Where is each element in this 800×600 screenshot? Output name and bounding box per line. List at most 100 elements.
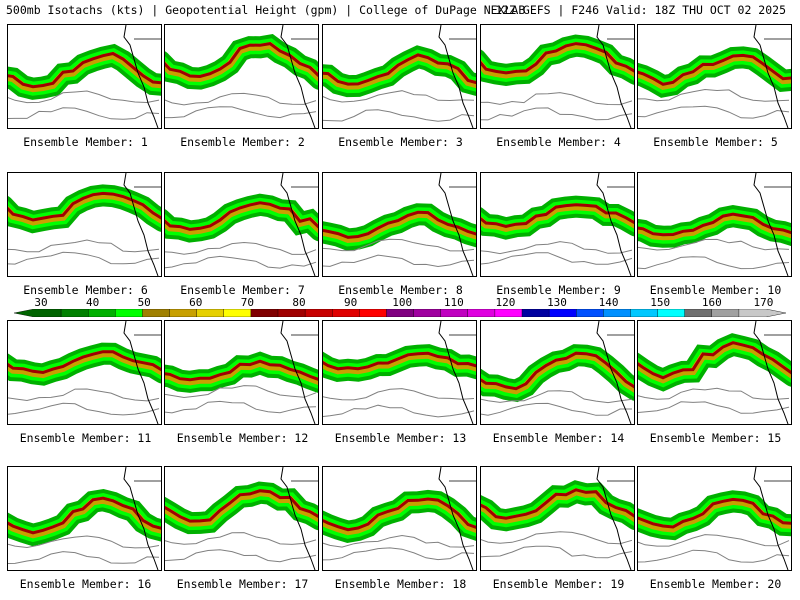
ensemble-member-label: Ensemble Member: 9 [496, 283, 621, 297]
colorbar-swatch [386, 309, 415, 317]
colorbar-swatch [196, 309, 225, 317]
ensemble-member-label: Ensemble Member: 11 [19, 431, 152, 445]
coastline [280, 25, 316, 128]
ensemble-map-panel [7, 466, 162, 571]
ensemble-member-label: Ensemble Member: 5 [653, 135, 778, 149]
colorbar-swatch [440, 309, 469, 317]
ensemble-member-label: Ensemble Member: 10 [649, 283, 782, 297]
ensemble-map-panel [480, 24, 635, 129]
coastline [596, 173, 632, 276]
colorbar-swatch [332, 309, 361, 317]
ensemble-map-panel [637, 466, 792, 571]
jet-stream-map [638, 173, 791, 276]
ensemble-member-label: Ensemble Member: 19 [492, 577, 625, 591]
colorbar-tick-label: 170 [753, 296, 774, 309]
jet-stream-map [638, 467, 791, 570]
ensemble-map-panel [322, 24, 477, 129]
jet-stream-map [638, 25, 791, 128]
colorbar-swatch [657, 309, 686, 317]
ensemble-member-label: Ensemble Member: 8 [338, 283, 463, 297]
ensemble-member-label: Ensemble Member: 3 [338, 135, 463, 149]
colorbar-tick-label: 30 [34, 296, 48, 309]
coastline [596, 467, 632, 570]
ensemble-member-label: Ensemble Member: 12 [176, 431, 309, 445]
coastline [753, 25, 789, 128]
jet-stream-map [165, 321, 318, 424]
colorbar-swatch [142, 309, 171, 317]
colorbar-swatch [738, 309, 786, 317]
coastline [438, 173, 474, 276]
ensemble-map-panel [480, 172, 635, 277]
ensemble-map-panel [164, 172, 319, 277]
jet-stream-map [8, 173, 161, 276]
jet-stream-map [165, 467, 318, 570]
ensemble-member-label: Ensemble Member: 1 [23, 135, 148, 149]
ensemble-member-label: Ensemble Member: 2 [180, 135, 305, 149]
colorbar-tick-label: 150 [650, 296, 671, 309]
ensemble-map-panel [322, 320, 477, 425]
colorbar-tick-label: 50 [137, 296, 151, 309]
colorbar-tick-label: 160 [701, 296, 722, 309]
isotach-colorbar [14, 309, 786, 317]
ensemble-member-label: Ensemble Member: 17 [176, 577, 309, 591]
ensemble-member-label: Ensemble Member: 6 [23, 283, 148, 297]
ensemble-map-panel [7, 172, 162, 277]
ensemble-map-panel [480, 320, 635, 425]
jet-stream-map [323, 321, 476, 424]
ensemble-member-label: Ensemble Member: 20 [649, 577, 782, 591]
ensemble-map-panel [164, 24, 319, 129]
colorbar-swatch [548, 309, 577, 317]
colorbar-tick-label: 70 [240, 296, 255, 309]
jet-stream-map [8, 25, 161, 128]
model-run-info: 12Z GEFS | F246 Valid: 18Z THU OCT 02 20… [495, 3, 786, 17]
coastline [753, 321, 789, 424]
coastline [280, 467, 316, 570]
coastline [280, 321, 316, 424]
coastline [123, 467, 159, 570]
ensemble-member-label: Ensemble Member: 4 [496, 135, 621, 149]
map-title: 500mb Isotachs (kts) | Geopotential Heig… [6, 3, 526, 17]
ensemble-map-panel [7, 24, 162, 129]
colorbar-swatch [521, 309, 550, 317]
colorbar-swatch [169, 309, 198, 317]
ensemble-member-label: Ensemble Member: 16 [19, 577, 152, 591]
colorbar-swatch [359, 309, 388, 317]
jet-stream-map [323, 25, 476, 128]
ensemble-map-panel [164, 320, 319, 425]
colorbar-tick-label: 60 [189, 296, 203, 309]
ensemble-member-label: Ensemble Member: 18 [334, 577, 467, 591]
ensemble-member-label: Ensemble Member: 13 [334, 431, 467, 445]
jet-stream-map [323, 173, 476, 276]
jet-stream-map [8, 321, 161, 424]
ensemble-map-panel [322, 466, 477, 571]
ensemble-member-label: Ensemble Member: 14 [492, 431, 625, 445]
colorbar-swatch [413, 309, 442, 317]
colorbar-swatch [684, 309, 713, 317]
coastline [753, 467, 789, 570]
colorbar-tick-label: 80 [292, 296, 306, 309]
colorbar-tick-label: 110 [443, 296, 464, 309]
ensemble-map-panel [637, 320, 792, 425]
colorbar-swatch [14, 309, 62, 317]
colorbar-tick-label: 130 [547, 296, 567, 309]
jet-stream-map [323, 467, 476, 570]
ensemble-map-panel [322, 172, 477, 277]
jet-stream-map [481, 467, 634, 570]
ensemble-map-panel [480, 466, 635, 571]
coastline [596, 321, 632, 424]
coastline [123, 25, 159, 128]
colorbar-swatch [711, 309, 740, 317]
ensemble-member-label: Ensemble Member: 15 [649, 431, 782, 445]
ensemble-map-panel [637, 24, 792, 129]
jet-stream-map [481, 25, 634, 128]
ensemble-member-label: Ensemble Member: 7 [180, 283, 305, 297]
jet-stream-map [8, 467, 161, 570]
colorbar-tick-label: 40 [85, 296, 100, 309]
coastline [123, 321, 159, 424]
colorbar-tick-label: 90 [343, 296, 358, 309]
coastline [438, 25, 474, 128]
colorbar-tick-label: 140 [598, 296, 619, 309]
colorbar-swatch [494, 309, 523, 317]
colorbar-swatch [250, 309, 279, 317]
colorbar-tick-label: 100 [392, 296, 413, 309]
